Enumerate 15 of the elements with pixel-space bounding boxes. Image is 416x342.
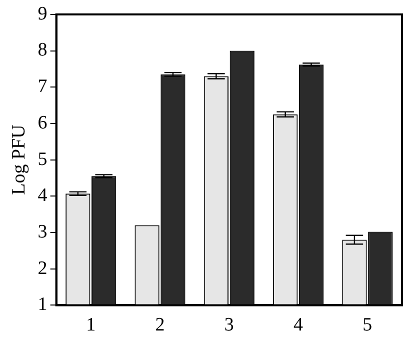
y-axis-title: Log PFU xyxy=(8,124,30,195)
y-tick-label: 2 xyxy=(38,258,48,279)
x-tick-label: 5 xyxy=(362,314,372,336)
x-tick-label: 2 xyxy=(155,314,165,336)
y-tick-label: 7 xyxy=(38,76,48,98)
y-tick-label: 4 xyxy=(38,185,48,206)
y-tick-label: 9 xyxy=(38,3,48,24)
y-tick-label: 6 xyxy=(38,112,48,134)
y-tick-label: 5 xyxy=(38,148,48,170)
y-tick-label: 8 xyxy=(38,40,48,61)
x-tick-label: 3 xyxy=(224,314,234,336)
y-tick-label: 1 xyxy=(38,294,48,316)
x-tick-label: 1 xyxy=(86,314,96,336)
y-tick-label: 3 xyxy=(38,221,48,242)
x-tick-label: 4 xyxy=(294,314,304,336)
